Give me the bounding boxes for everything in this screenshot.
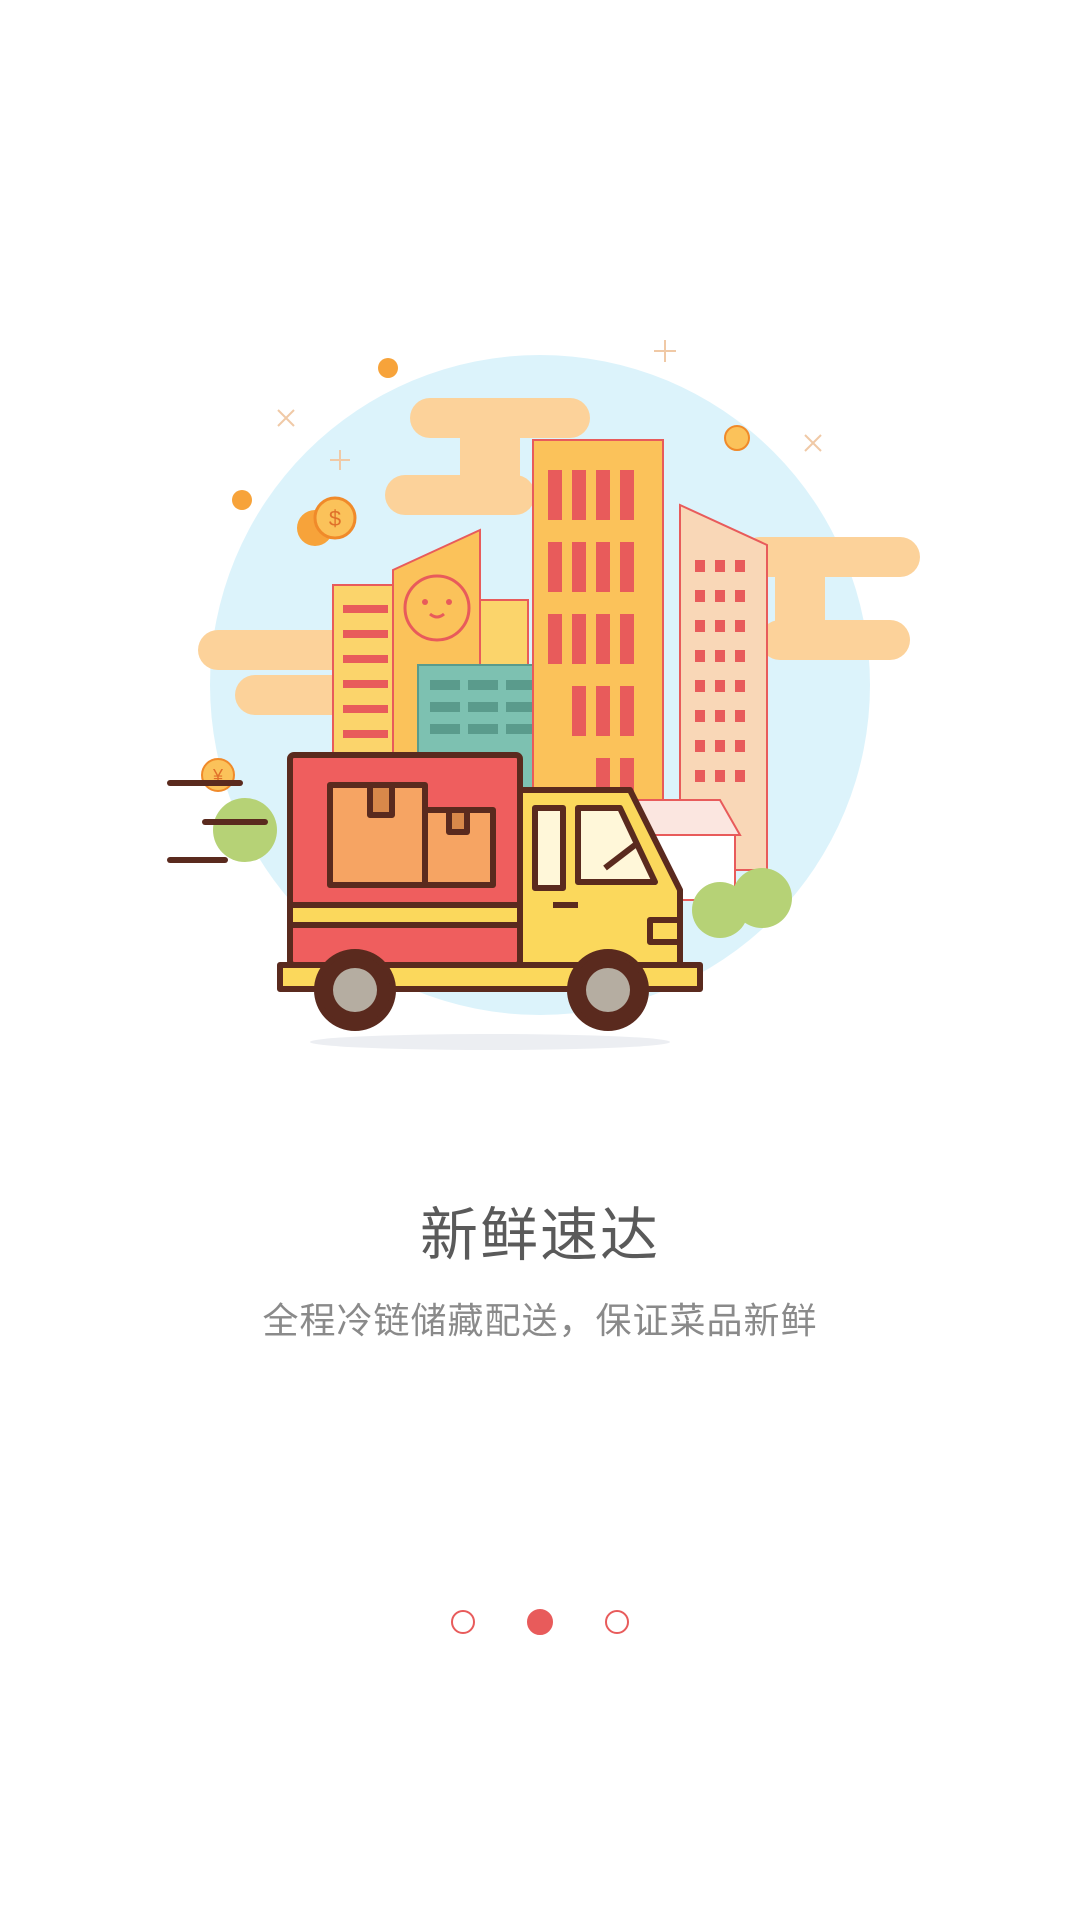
page-dot-1[interactable]: [451, 1610, 475, 1634]
page-subtitle: 全程冷链储藏配送，保证菜品新鲜: [262, 1301, 818, 1342]
delivery-truck-city-illustration: $ ¥: [167, 340, 920, 1050]
delivery-truck: [277, 752, 703, 1031]
bushes: [213, 798, 792, 938]
building-tower: [532, 439, 664, 841]
building-right: [679, 503, 768, 871]
speed-lines: [167, 780, 268, 863]
truck-shadow: [310, 1034, 670, 1050]
sparkle-icons: [277, 340, 822, 470]
page-title: 新鲜速达: [419, 1201, 660, 1269]
svg-text:$: $: [329, 506, 341, 531]
cloud-shapes: [198, 398, 920, 715]
page-dot-2[interactable]: [527, 1609, 553, 1635]
page-indicator: [0, 1608, 1080, 1636]
page-dot-3[interactable]: [605, 1610, 629, 1634]
